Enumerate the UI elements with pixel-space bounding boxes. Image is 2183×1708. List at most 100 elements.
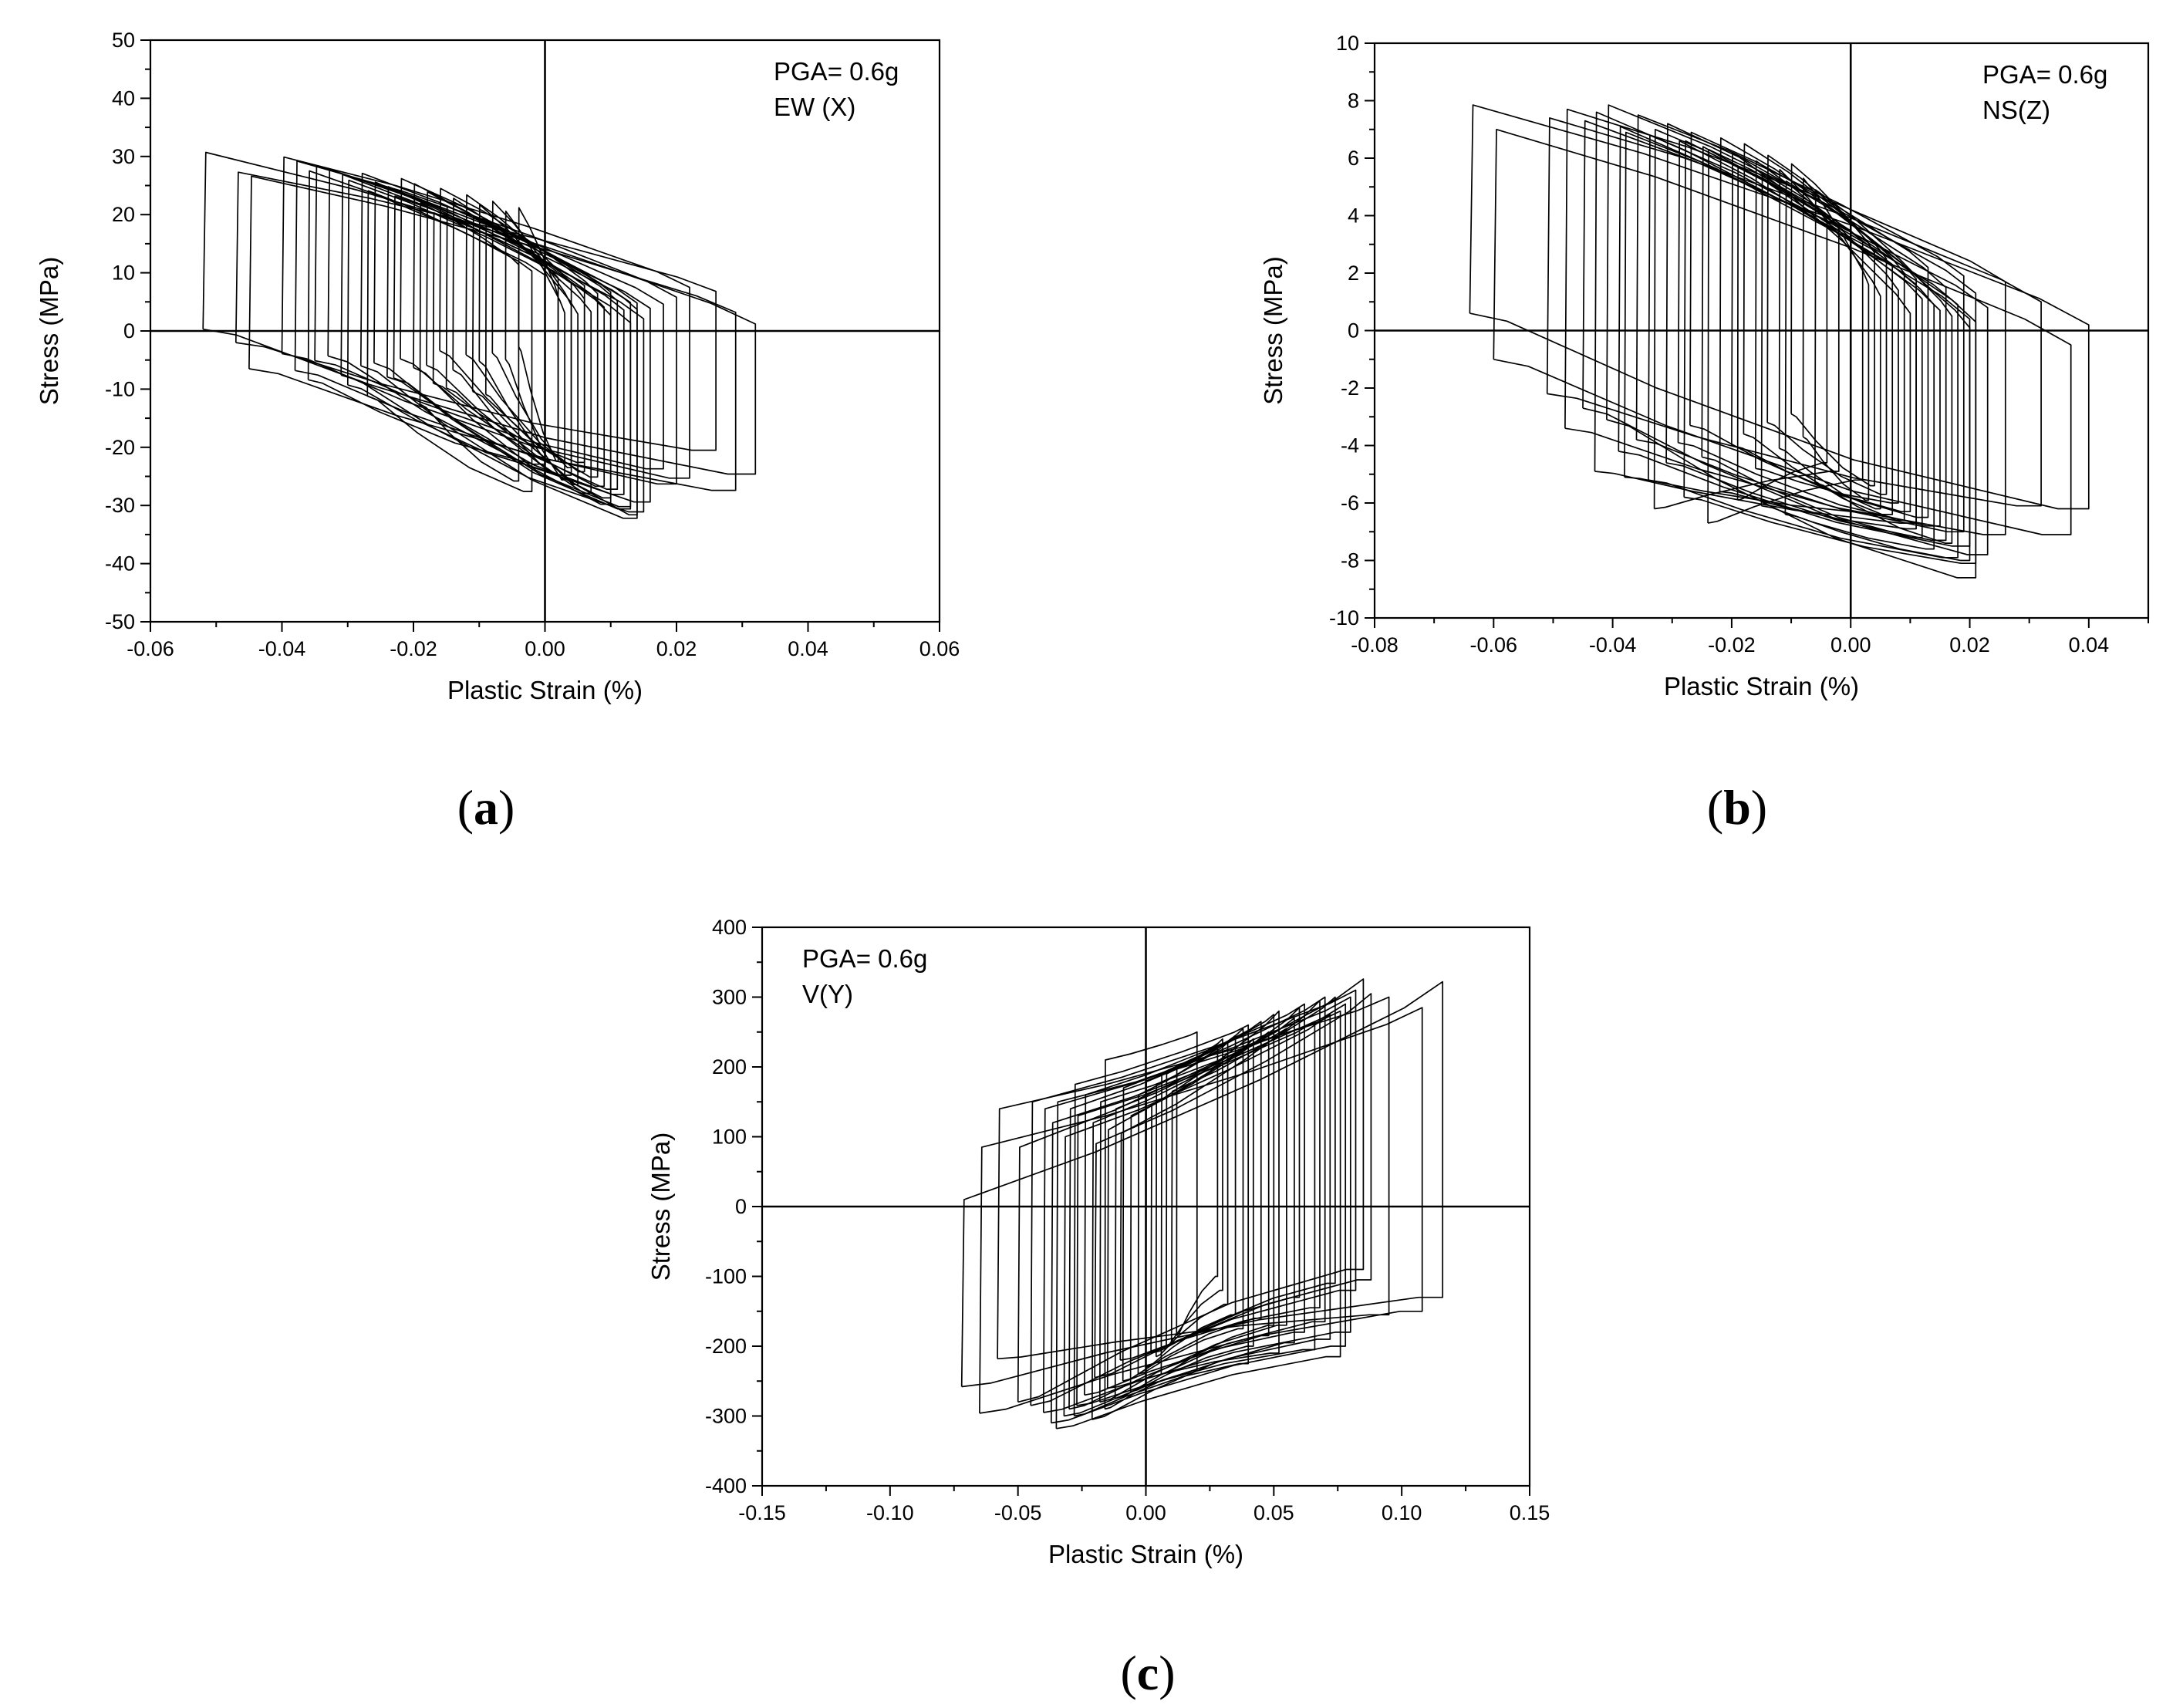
panel-b-x-tick-label: 0.00 (1830, 633, 1871, 657)
panel-c-y-axis-title: Stress (MPa) (646, 1132, 675, 1281)
panel-c-annotation-direction: V(Y) (802, 980, 853, 1008)
panel-b-loop-28 (1736, 166, 1828, 501)
panel-a-y-tick-label: -50 (105, 610, 135, 633)
panel-c-chart: -0.15 -0.10 -0.05 0.00 0.05 0.10 0.15 400 300 20… (646, 916, 1550, 1700)
panel-c-y-tick-label: 300 (712, 986, 747, 1009)
panel-a-loop-15 (439, 187, 599, 478)
panel-b-label: (b) (1707, 780, 1767, 835)
panel-b-x-tick-label: 0.02 (1949, 633, 1990, 657)
panel-a-y-tick-label: 40 (112, 86, 135, 110)
panel-c-loop-16 (1114, 1031, 1270, 1399)
panel-a-x-tick-label: 0.04 (788, 637, 828, 660)
panel-a-y-tick-label: 30 (112, 145, 135, 168)
panel-c-loop-27 (1073, 1024, 1250, 1417)
panel-a-loop-4 (281, 156, 690, 479)
panel-b-y-axis: 10 8 6 4 2 0 -2 -4 -6 -8 -10 (1329, 32, 1375, 630)
panel-a-y-axis-title: Stress (MPa) (35, 257, 63, 406)
panel-b-loop-20 (1790, 163, 1875, 487)
panel-b-y-tick-label: -4 (1341, 434, 1359, 457)
panel-a-y-axis: 50 40 30 20 10 0 -10 -20 -30 -40 -50 (105, 29, 150, 633)
panel-a-annotation-direction: EW (X) (774, 93, 855, 121)
panel-c-y-axis: 400 300 200 100 0 -100 -200 -300 -400 (705, 916, 762, 1497)
panel-b-loop-2 (1493, 128, 2072, 535)
panel-a-label-letter: a (474, 780, 498, 835)
panel-b-loop-1 (1469, 104, 2090, 510)
panel-a-x-axis-title: Plastic Strain (%) (447, 676, 643, 704)
panel-c-loop-26 (1150, 1007, 1301, 1354)
panel-c-y-tick-label: -400 (705, 1474, 747, 1497)
panel-c-loop-28 (1170, 996, 1336, 1344)
panel-c-y-tick-label: -200 (705, 1335, 747, 1358)
panel-c-x-tick-label: 0.00 (1125, 1501, 1166, 1524)
panel-c-loop-29 (1104, 1031, 1198, 1410)
panel-c-loop-2 (979, 1007, 1423, 1414)
panel-b-loops (1469, 104, 2090, 579)
panel-c-y-tick-label: 200 (712, 1055, 747, 1078)
panel-c-x-axis: -0.15 -0.10 -0.05 0.00 0.05 0.10 0.15 (738, 1486, 1550, 1524)
panel-c-loop-3 (997, 996, 1390, 1360)
panel-a-y-tick-label: 10 (112, 262, 135, 285)
panel-b-loop-29 (1594, 111, 1917, 524)
panel-a-zero-lines (150, 40, 940, 622)
panel-b-x-tick-label: -0.06 (1470, 633, 1518, 657)
panel-c-loop-7 (1050, 1003, 1347, 1424)
panel-a-loop-16 (452, 197, 592, 495)
panel-a-loop-27 (393, 195, 632, 508)
panel-a-loop-24 (366, 190, 533, 492)
panel-b-chart: -0.08 -0.06 -0.04 -0.02 0.00 0.02 0.04 10 8 6 4 2 0… (1259, 32, 2150, 835)
panel-b-x-axis-title: Plastic Strain (%) (1664, 672, 1859, 700)
panel-a-y-tick-label: -40 (105, 552, 135, 576)
panel-a-loops (202, 151, 757, 519)
panel-b-loop-3 (1546, 117, 2042, 507)
panel-b-y-tick-label: -10 (1329, 606, 1359, 630)
panel-c-y-tick-label: 100 (712, 1126, 747, 1149)
panel-a-loop-12 (400, 177, 619, 490)
panel-b-x-tick-label: 0.04 (2069, 633, 2110, 657)
panel-a-loop-22 (346, 179, 572, 476)
panel-a-y-tick-label: -10 (105, 377, 135, 400)
panel-a-label: (a) (457, 780, 515, 835)
panel-b-loop-18 (1766, 154, 1888, 495)
panel-b-y-tick-label: -8 (1341, 549, 1359, 572)
panel-a-loop-29 (484, 220, 559, 456)
panel-c-x-tick-label: -0.10 (866, 1501, 914, 1524)
panel-a-y-tick-label: -30 (105, 494, 135, 517)
panel-b-annotation-pga: PGA= 0.6g (1982, 60, 2107, 89)
panel-b-y-tick-label: 6 (1348, 147, 1359, 170)
panel-c-x-tick-label: -0.05 (994, 1501, 1042, 1524)
panel-b-annotation-direction: NS(Z) (1982, 96, 2050, 124)
panel-b-loop-21 (1802, 177, 1870, 501)
panel-c-x-tick-label: -0.15 (738, 1501, 786, 1524)
panel-c-y-tick-label: -300 (705, 1405, 747, 1428)
panel-b-loop-22 (1707, 148, 1864, 524)
panel-c-zero-lines (762, 927, 1530, 1486)
panel-b-x-axis: -0.08 -0.06 -0.04 -0.02 0.00 0.02 0.04 (1351, 618, 2149, 657)
panel-b-x-tick-label: -0.04 (1589, 633, 1637, 657)
panel-a-annotation-pga: PGA= 0.6g (774, 57, 899, 86)
panel-a-x-tick-label: -0.06 (127, 637, 174, 660)
panel-c-label: (c) (1120, 1646, 1175, 1700)
panel-a-loop-8 (340, 174, 645, 513)
panel-a-y-tick-label: 20 (112, 203, 135, 226)
panel-b-y-tick-label: 10 (1336, 32, 1359, 55)
panel-a-y-tick-label: 50 (112, 29, 135, 52)
panel-b-loop-17 (1754, 160, 1899, 504)
panel-a-chart: -0.06 -0.04 -0.02 0.00 0.02 0.04 0.06 50 40 30 20… (35, 29, 960, 835)
panel-a-x-tick-label: 0.00 (525, 637, 565, 660)
panel-b-loop-12 (1689, 131, 1929, 518)
panel-c-loop-20 (1145, 1035, 1237, 1368)
panel-c-y-tick-label: 400 (712, 916, 747, 939)
panel-a-loop-3 (248, 175, 737, 491)
panel-c-loop-13 (1091, 1017, 1295, 1420)
panel-c-x-tick-label: 0.15 (1510, 1501, 1550, 1524)
panel-b-y-tick-label: 0 (1348, 319, 1359, 343)
panel-b-y-tick-label: 4 (1348, 204, 1359, 228)
panel-a-x-tick-label: 0.06 (919, 637, 960, 660)
panel-a-loop-18 (478, 204, 579, 485)
panel-b-x-tick-label: -0.08 (1351, 633, 1399, 657)
panel-c-loop-21 (1155, 1041, 1229, 1358)
panel-a-x-tick-label: -0.02 (390, 637, 437, 660)
panel-c-y-tick-label: 0 (735, 1195, 747, 1218)
